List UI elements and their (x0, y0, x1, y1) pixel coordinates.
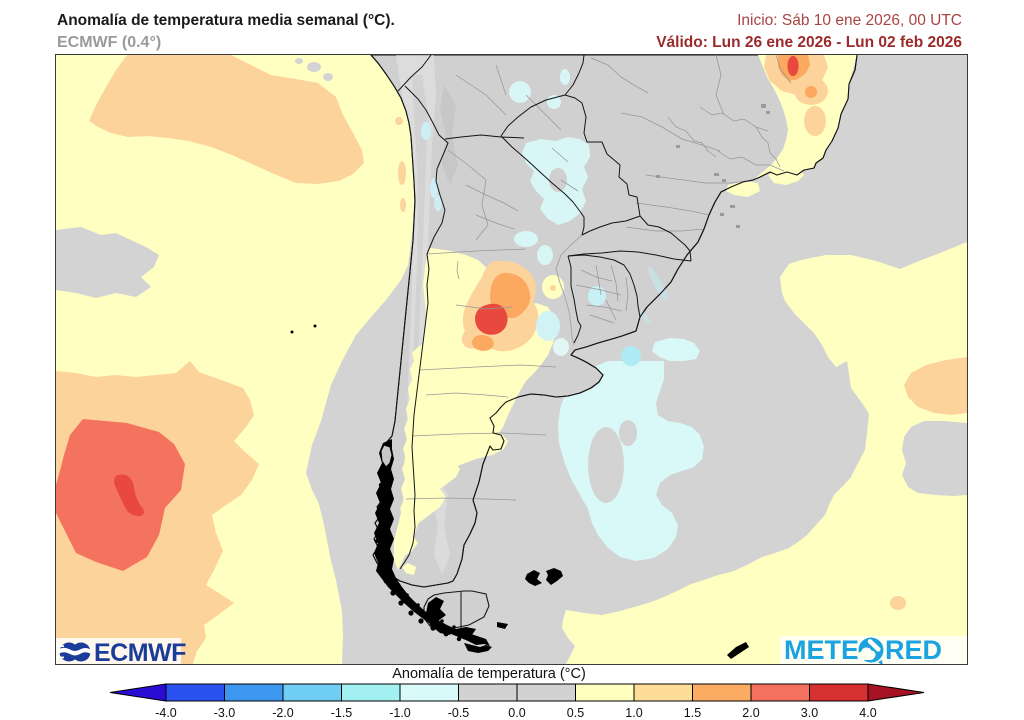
svg-text:ECMWF: ECMWF (94, 639, 186, 664)
svg-text:1.5: 1.5 (684, 706, 701, 720)
svg-text:RED: RED (885, 635, 942, 664)
svg-text:0.0: 0.0 (508, 706, 525, 720)
svg-text:-4.0: -4.0 (155, 706, 177, 720)
svg-text:-0.5: -0.5 (448, 706, 470, 720)
svg-text:-2.0: -2.0 (272, 706, 294, 720)
svg-text:METE: METE (784, 635, 859, 664)
svg-text:0.5: 0.5 (567, 706, 584, 720)
svg-text:-1.5: -1.5 (331, 706, 353, 720)
svg-text:2.0: 2.0 (742, 706, 759, 720)
svg-text:-3.0: -3.0 (214, 706, 236, 720)
svg-text:Anomalía de temperatura (°C): Anomalía de temperatura (°C) (392, 666, 586, 682)
svg-text:-1.0: -1.0 (389, 706, 411, 720)
svg-text:4.0: 4.0 (859, 706, 876, 720)
svg-text:3.0: 3.0 (801, 706, 818, 720)
svg-text:1.0: 1.0 (625, 706, 642, 720)
